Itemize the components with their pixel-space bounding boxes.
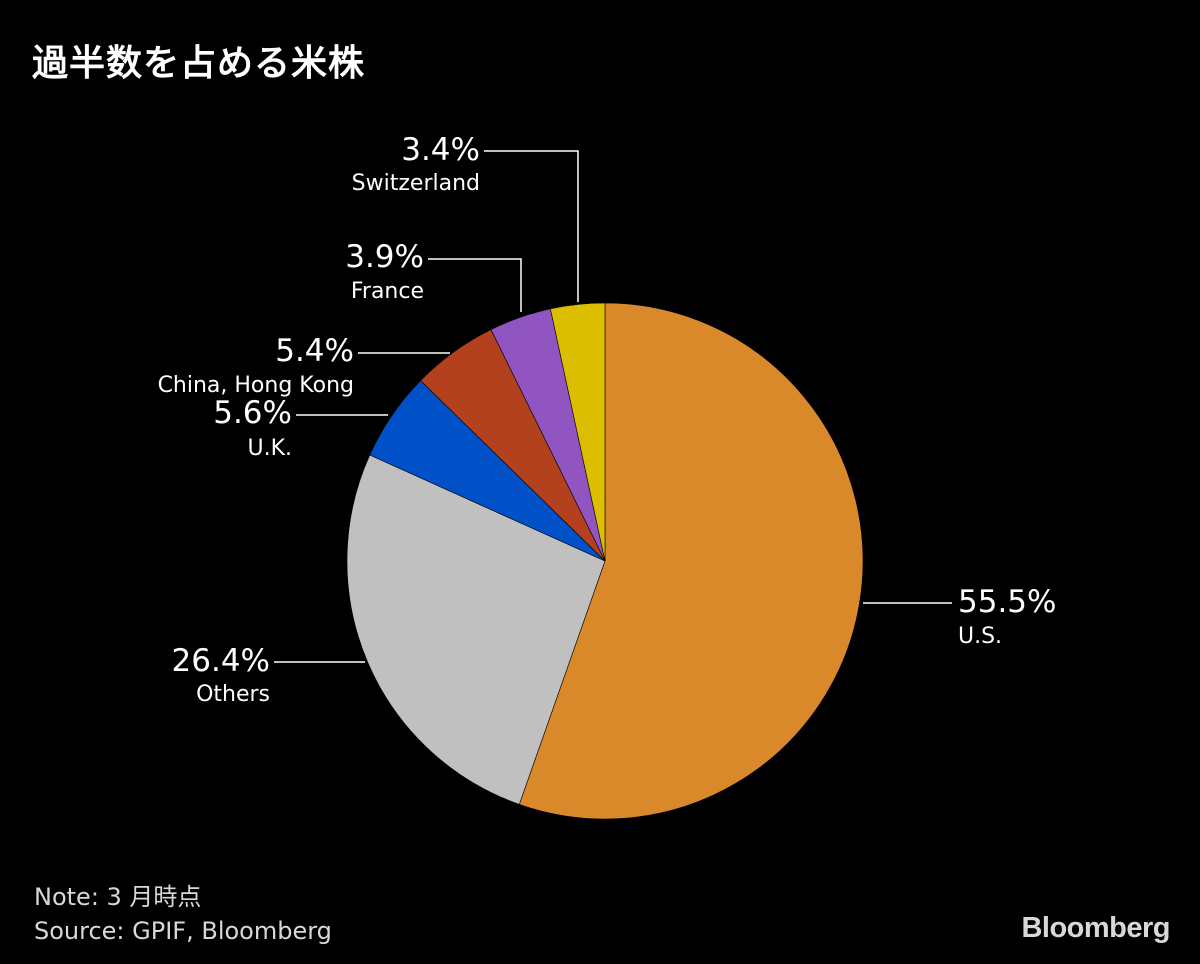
value-label-others: 26.4% [172, 643, 270, 679]
value-label-switzerland: 3.4% [401, 132, 480, 168]
pie-slices [346, 302, 864, 820]
value-label-china-hong-kong: 5.4% [275, 333, 354, 369]
value-label-u-k: 5.6% [213, 395, 292, 431]
category-label-china-hong-kong: China, Hong Kong [158, 373, 354, 398]
chart-title: 過半数を占める米株 [32, 43, 366, 84]
category-label-france: France [351, 279, 424, 304]
bloomberg-logo: Bloomberg [1021, 912, 1170, 944]
category-label-others: Others [196, 682, 270, 707]
category-label-u-s: U.S. [958, 624, 1002, 649]
chart-source: Source: GPIF, Bloomberg [34, 917, 332, 945]
leader-line-france [428, 258, 522, 312]
chart-note: Note: 3 月時点 [34, 883, 202, 911]
pie-slice-switzerland [550, 302, 606, 562]
pie-slice-others [346, 454, 606, 805]
category-label-u-k: U.K. [247, 436, 292, 461]
category-label-switzerland: Switzerland [352, 171, 480, 196]
chart-footer: Note: 3 月時点 Source: GPIF, Bloomberg [34, 880, 332, 948]
pie-callouts: 55.5% U.S. 26.4% Others 5.6% U.K. 5.4% China, H… [158, 132, 1057, 707]
value-label-france: 3.9% [345, 239, 424, 275]
value-label-u-s: 55.5% [958, 584, 1056, 620]
leader-line-switzerland [484, 150, 579, 302]
